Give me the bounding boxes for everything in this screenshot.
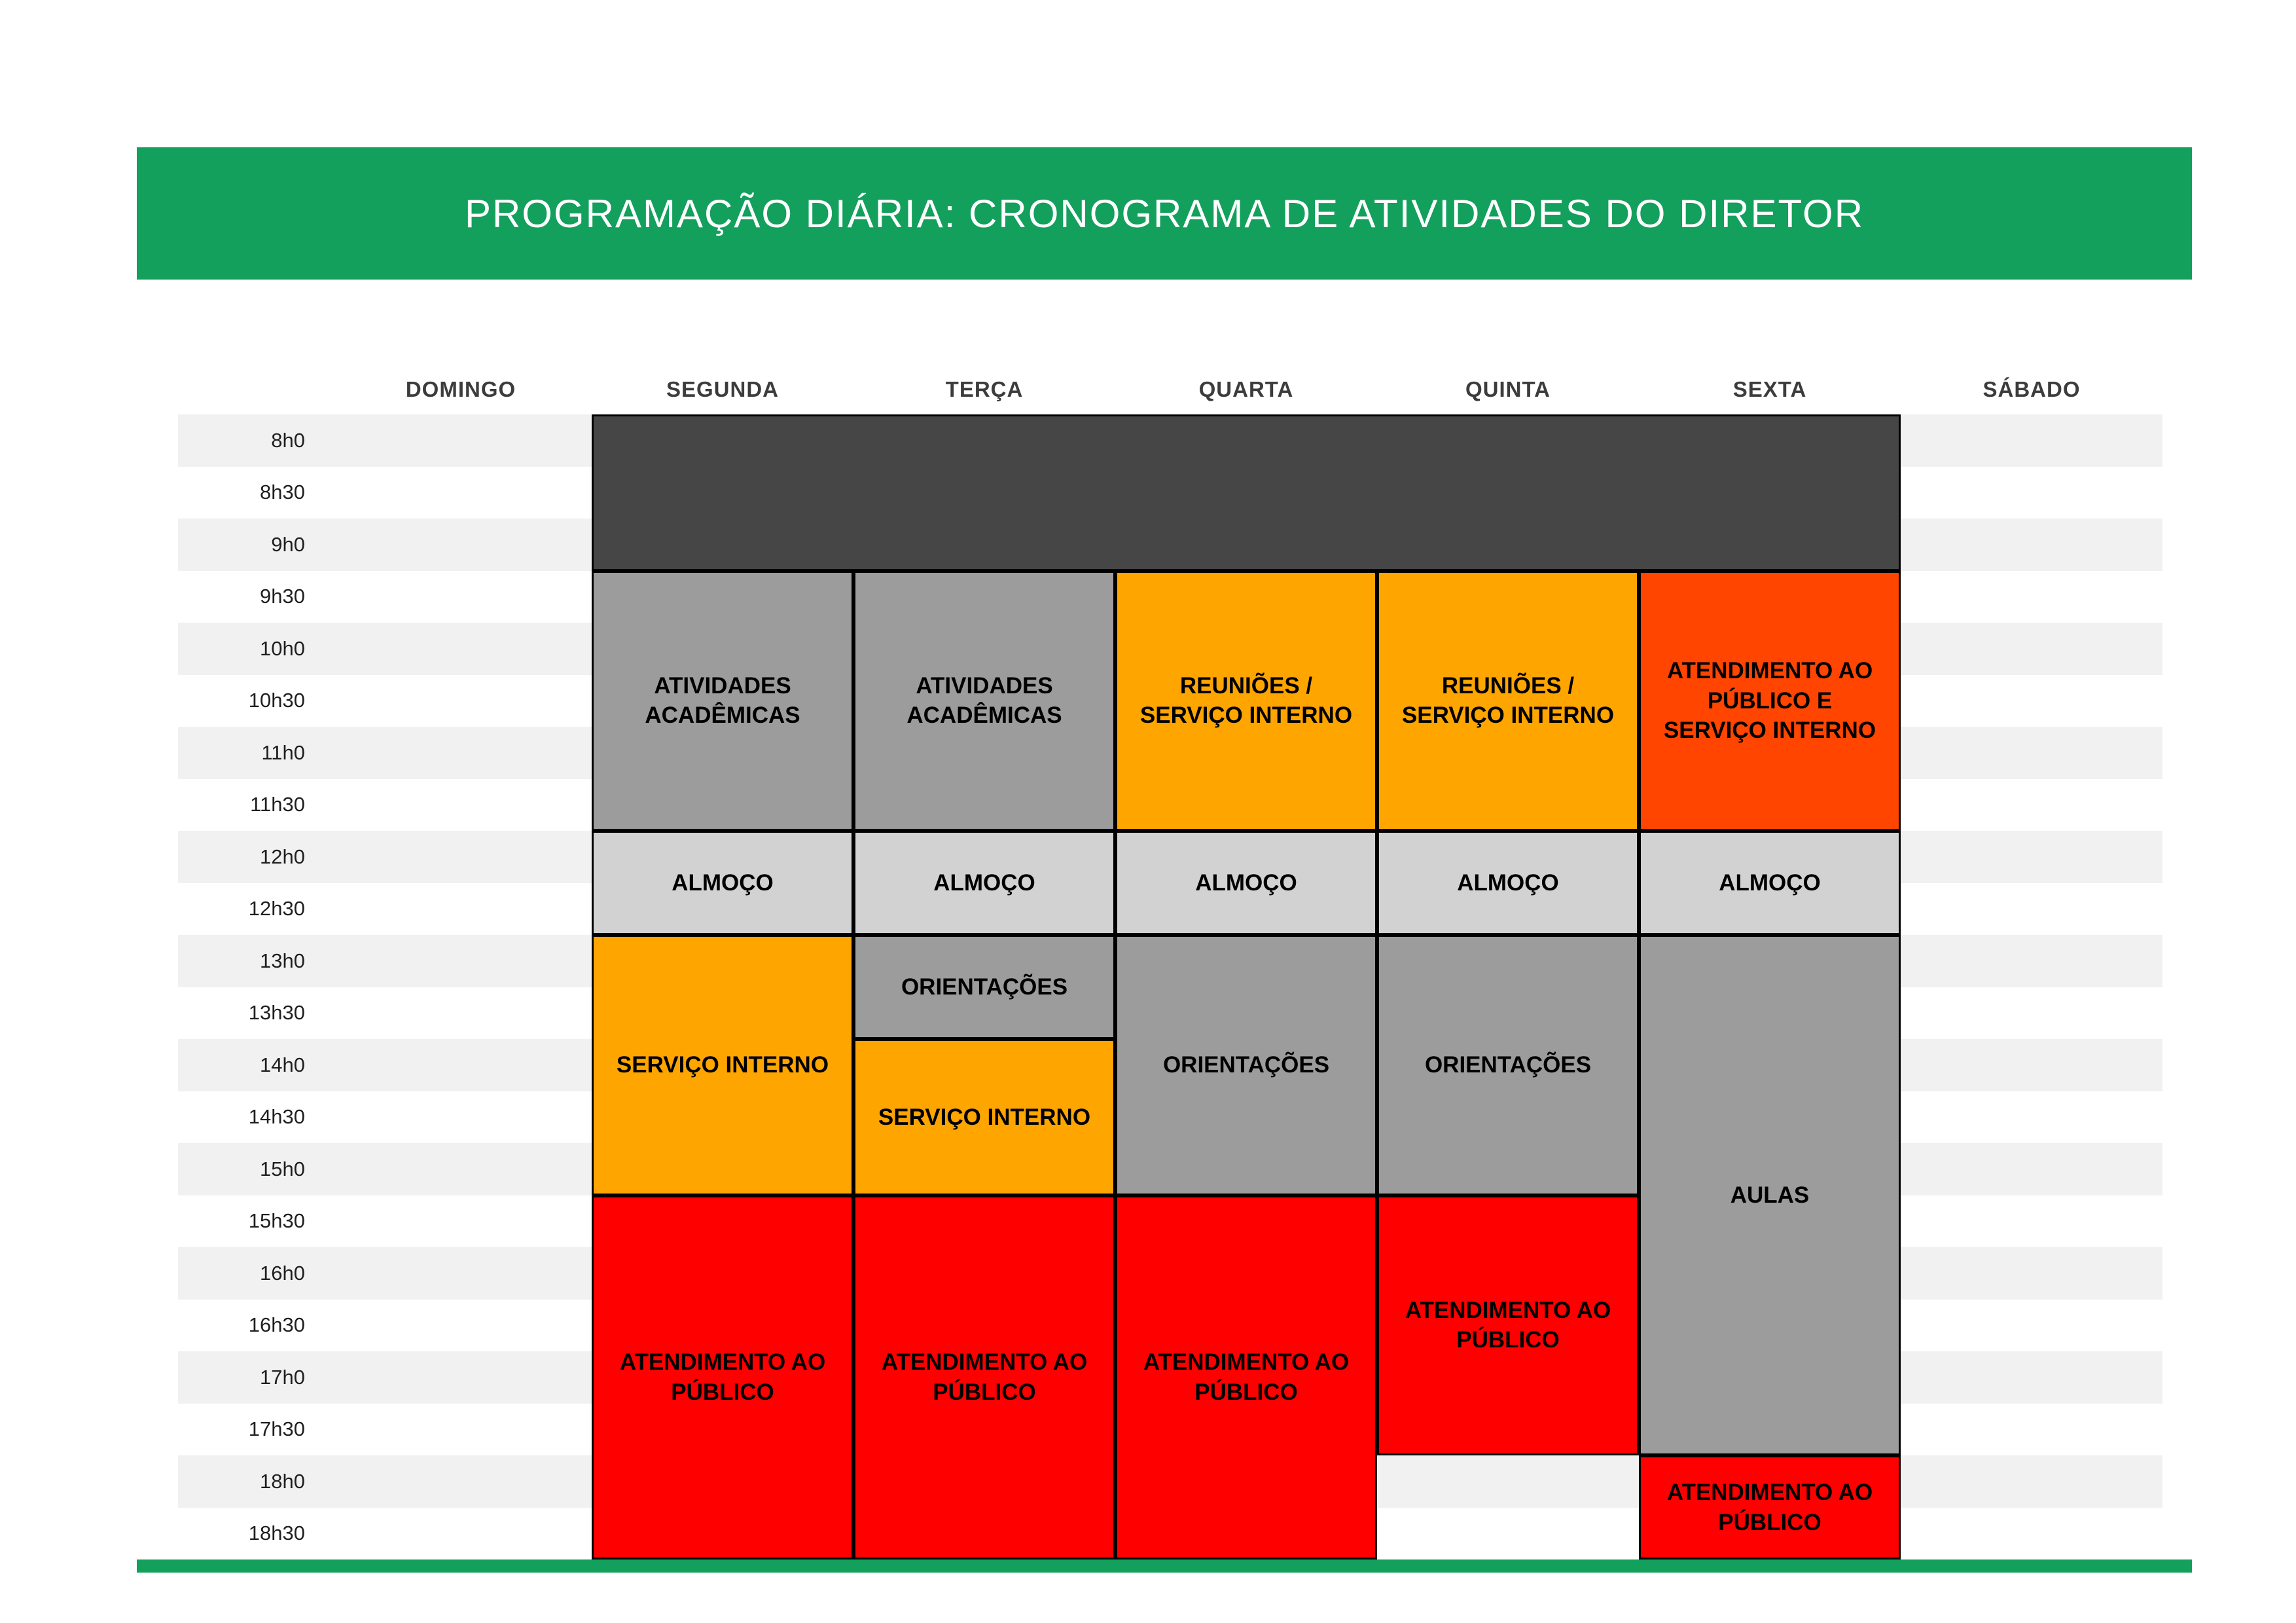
schedule-block: ATENDIMENTO AO PÚBLICO (592, 1195, 853, 1559)
time-label: 10h30 (248, 689, 305, 712)
title-banner: PROGRAMAÇÃO DIÁRIA: CRONOGRAMA DE ATIVID… (137, 147, 2192, 280)
schedule-block: AULAS (1639, 935, 1901, 1455)
schedule-block: REUNIÕES / SERVIÇO INTERNO (1115, 570, 1377, 831)
schedule-block: ATENDIMENTO AO PÚBLICO (1377, 1195, 1639, 1455)
schedule-grid: 8h0 8h30 9h0 9h30 10h0 10h30 11h0 11h30 12h0 12h3… (178, 414, 2162, 1559)
time-label: 10h0 (260, 636, 305, 660)
schedule-block: ORIENTAÇÕES (853, 935, 1115, 1039)
page-title: PROGRAMAÇÃO DIÁRIA: CRONOGRAMA DE ATIVID… (464, 191, 1865, 236)
schedule-block: ALMOÇO (1377, 831, 1639, 935)
time-label: 8h30 (260, 481, 305, 504)
schedule-block: ALMOÇO (1639, 831, 1901, 935)
schedule-block (592, 414, 1901, 571)
time-label: 18h0 (260, 1469, 305, 1493)
time-label: 16h30 (248, 1313, 305, 1337)
schedule-block: ALMOÇO (1115, 831, 1377, 935)
schedule-block: ATIVIDADES ACADÊMICAS (592, 570, 853, 831)
time-label: 16h0 (260, 1261, 305, 1285)
schedule-block: ATENDIMENTO AO PÚBLICO (1115, 1195, 1377, 1559)
time-label: 15h0 (260, 1157, 305, 1180)
schedule-block: ATIVIDADES ACADÊMICAS (853, 570, 1115, 831)
day-header-domingo: DOMINGO (405, 376, 516, 401)
time-label: 15h30 (248, 1209, 305, 1233)
schedule-block: ATENDIMENTO AO PÚBLICO (1639, 1455, 1901, 1559)
time-label: 14h30 (248, 1105, 305, 1129)
day-header-quinta: QUINTA (1465, 376, 1551, 401)
day-header-sábado: SÁBADO (1982, 376, 2081, 401)
time-label: 13h0 (260, 949, 305, 972)
schedule-block: ATENDIMENTO AO PÚBLICO (853, 1195, 1115, 1559)
bottom-accent-bar (137, 1559, 2192, 1573)
schedule-block: ORIENTAÇÕES (1377, 935, 1639, 1195)
day-header-segunda: SEGUNDA (666, 376, 780, 401)
time-label: 12h0 (260, 845, 305, 868)
time-label: 11h0 (261, 740, 305, 764)
day-header-sexta: SEXTA (1732, 376, 1807, 401)
time-label: 11h30 (250, 793, 305, 816)
time-label: 12h30 (248, 897, 305, 921)
schedule-block: SERVIÇO INTERNO (853, 1039, 1115, 1195)
time-label: 17h0 (260, 1365, 305, 1389)
time-label: 8h0 (271, 428, 305, 452)
day-header-quarta: QUARTA (1198, 376, 1294, 401)
time-label: 9h30 (260, 585, 305, 608)
time-label: 14h0 (260, 1053, 305, 1076)
time-label: 13h30 (248, 1001, 305, 1025)
time-label: 9h0 (271, 532, 305, 556)
day-header-row: DOMINGO SEGUNDA TERÇA QUARTA QUINTA SEXTA SÁBA… (178, 364, 2162, 414)
schedule-block: REUNIÕES / SERVIÇO INTERNO (1377, 570, 1639, 831)
schedule-block: ATENDIMENTO AO PÚBLICO E SERVIÇO INTERNO (1639, 570, 1901, 831)
schedule-block: ORIENTAÇÕES (1115, 935, 1377, 1195)
corner-cell (178, 364, 330, 414)
schedule-block: SERVIÇO INTERNO (592, 935, 853, 1195)
day-header-terça: TERÇA (945, 376, 1024, 401)
schedule-block: ALMOÇO (592, 831, 853, 935)
time-label: 18h30 (248, 1522, 305, 1545)
schedule-block: ALMOÇO (853, 831, 1115, 935)
time-label: 17h30 (248, 1417, 305, 1441)
